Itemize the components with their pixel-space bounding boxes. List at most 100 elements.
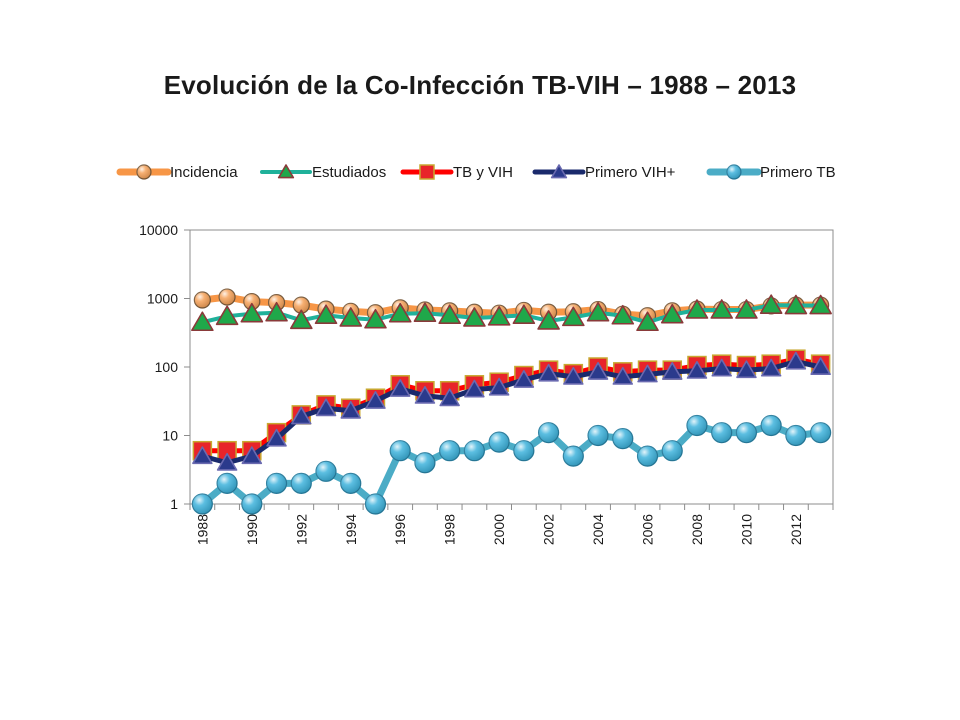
data-point: [413, 302, 437, 323]
data-point-shine: [291, 473, 312, 494]
legend-swatch-marker: [419, 164, 435, 180]
data-point: [562, 445, 584, 467]
y-tick-label: 100: [155, 359, 179, 375]
data-point-shine: [219, 289, 236, 306]
data-point-shine: [637, 446, 658, 467]
data-point: [192, 446, 213, 465]
data-point: [241, 493, 263, 515]
x-tick-label: 2004: [590, 514, 606, 545]
x-tick-label: 2012: [788, 514, 804, 545]
legend-swatch-marker: [550, 164, 568, 179]
x-tick-label: 2002: [541, 514, 557, 545]
data-point: [785, 351, 807, 370]
data-point: [340, 472, 362, 494]
data-point-shine: [293, 297, 310, 314]
legend-label: Incidencia: [170, 164, 238, 181]
data-point: [661, 440, 683, 462]
data-point: [291, 406, 312, 425]
x-tick-label: 2006: [640, 514, 656, 545]
data-point: [563, 366, 584, 385]
legend-label: Primero TB: [760, 164, 836, 181]
data-point-shine: [736, 422, 757, 443]
data-point: [414, 452, 436, 474]
data-point-shine: [316, 461, 337, 482]
data-point-shine: [489, 432, 510, 453]
data-point: [810, 357, 831, 376]
x-tick-label: 1998: [442, 514, 458, 545]
data-point-shine: [785, 425, 806, 446]
data-point: [612, 428, 634, 450]
data-point: [636, 311, 659, 332]
data-point: [266, 428, 287, 447]
data-point: [365, 391, 386, 409]
data-point: [685, 299, 709, 319]
data-point: [513, 440, 535, 462]
data-point: [315, 398, 337, 417]
data-point: [339, 307, 363, 327]
data-point: [216, 472, 238, 494]
data-point: [216, 452, 238, 471]
data-point: [537, 422, 560, 444]
data-point: [586, 301, 610, 322]
x-tick-label: 1988: [194, 514, 210, 545]
y-tick-label: 10000: [139, 222, 178, 238]
data-point: [785, 424, 807, 447]
data-point-shine: [439, 440, 460, 461]
data-point: [759, 294, 783, 314]
data-point: [463, 440, 486, 462]
data-point: [292, 296, 310, 314]
data-point-shine: [686, 415, 707, 436]
data-point-shine: [662, 440, 683, 461]
x-tick-label: 2010: [738, 514, 754, 545]
data-point: [364, 308, 387, 329]
data-point: [191, 311, 214, 332]
x-tick-label: 2008: [689, 514, 705, 545]
data-point: [389, 440, 411, 462]
data-point: [265, 301, 288, 322]
data-point: [265, 472, 288, 494]
data-point: [736, 360, 757, 379]
data-point: [537, 310, 560, 330]
y-tick-label: 10: [162, 428, 178, 444]
legend-swatch-marker: [277, 164, 295, 179]
x-tick-label: 1992: [293, 514, 309, 545]
data-point: [637, 364, 658, 383]
legend-swatch-marker-shine: [727, 165, 741, 179]
legend: Incidencia Estudiados TB y VIH Primero VIH+…: [116, 164, 836, 181]
y-tick-label: 1: [170, 496, 178, 512]
data-point: [290, 472, 312, 494]
data-point: [809, 294, 832, 315]
data-point: [438, 304, 461, 325]
legend-label: TB y VIH: [453, 164, 513, 181]
data-point-shine: [761, 415, 782, 436]
legend-item: Estudiados: [260, 164, 386, 181]
series-layer: [191, 288, 832, 515]
data-point: [513, 370, 535, 388]
data-point: [243, 293, 261, 311]
data-point: [784, 294, 808, 315]
data-point: [612, 366, 634, 385]
data-point: [488, 377, 510, 396]
data-point-shine: [365, 494, 386, 514]
data-point: [760, 414, 782, 437]
data-point: [710, 299, 734, 319]
data-point-shine: [217, 473, 238, 494]
data-point: [215, 305, 239, 326]
data-point-shine: [390, 440, 411, 461]
data-point: [388, 302, 412, 323]
data-point: [611, 304, 635, 325]
data-point: [512, 304, 536, 325]
data-point: [218, 288, 236, 306]
data-point: [289, 309, 313, 330]
data-point-shine: [513, 440, 534, 461]
legend-label: Primero VIH+: [585, 164, 676, 181]
data-point: [241, 446, 263, 465]
y-tick-label: 1000: [147, 291, 178, 307]
data-point: [389, 379, 411, 397]
data-point: [414, 385, 436, 404]
data-point-shine: [241, 494, 262, 514]
data-point: [660, 303, 684, 324]
data-point-shine: [194, 292, 211, 309]
data-point: [760, 358, 782, 377]
